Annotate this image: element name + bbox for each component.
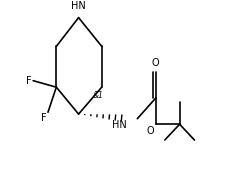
Text: HN: HN	[71, 1, 86, 11]
Text: F: F	[26, 76, 32, 86]
Text: &1: &1	[93, 91, 103, 100]
Text: F: F	[41, 113, 47, 123]
Text: HN: HN	[112, 120, 127, 130]
Text: O: O	[146, 126, 154, 136]
Text: O: O	[152, 58, 159, 68]
